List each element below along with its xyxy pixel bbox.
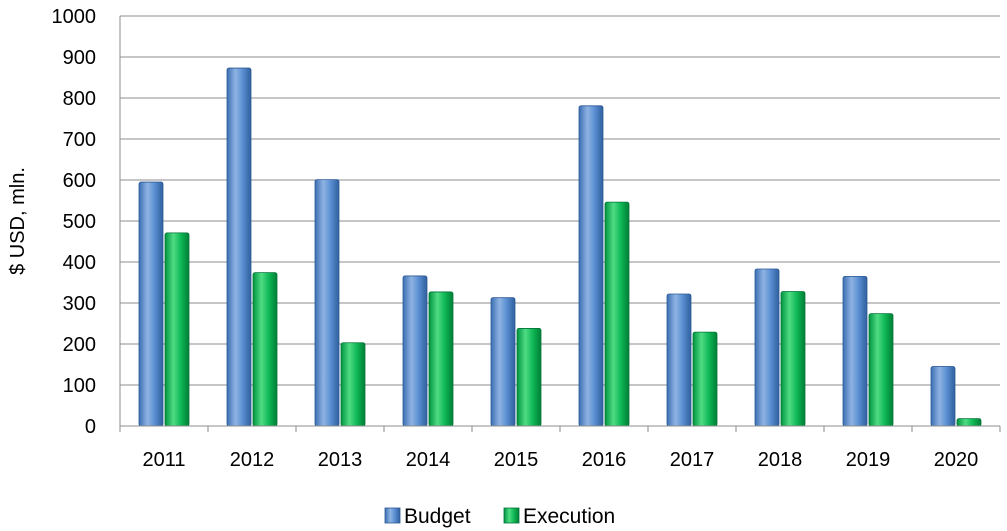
legend: Budget Execution xyxy=(384,505,615,528)
y-tick-label: 700 xyxy=(63,129,96,151)
x-tick-label: 2011 xyxy=(142,449,185,471)
budget-bar xyxy=(490,297,516,427)
x-tick-label: 2019 xyxy=(846,449,891,471)
x-tick-label: 2012 xyxy=(230,449,275,471)
budget-bar xyxy=(402,275,428,427)
budget-bar xyxy=(578,105,604,427)
y-tick-label: 400 xyxy=(63,252,96,274)
budget-bar xyxy=(226,67,252,427)
budget-bar xyxy=(138,181,164,427)
budget-bar xyxy=(314,179,340,427)
y-axis-title: $ USD, mln. xyxy=(7,167,29,275)
y-tick-label: 1000 xyxy=(52,6,97,28)
x-tick-label: 2017 xyxy=(670,449,715,471)
y-tick-label: 200 xyxy=(63,334,96,356)
gridlines xyxy=(120,15,1000,427)
x-tick-label: 2013 xyxy=(318,449,363,471)
bars xyxy=(138,67,982,427)
x-tick-label: 2020 xyxy=(934,449,979,471)
execution-bar xyxy=(956,418,982,427)
x-tick-label: 2016 xyxy=(582,449,627,471)
budget-bar xyxy=(842,275,868,427)
execution-bar xyxy=(868,313,894,427)
legend-swatch-budget xyxy=(384,507,401,524)
execution-bar xyxy=(252,272,278,427)
x-tick-label: 2018 xyxy=(758,449,803,471)
y-tick-label: 0 xyxy=(85,416,96,438)
y-tick-label: 300 xyxy=(63,293,96,315)
budget-bar xyxy=(666,293,692,427)
y-tick-label: 500 xyxy=(63,211,96,233)
execution-bar xyxy=(692,331,718,427)
y-tick-label: 800 xyxy=(63,88,96,110)
legend-label-execution: Execution xyxy=(523,505,615,528)
legend-swatch-execution xyxy=(503,507,520,524)
budget-bar xyxy=(930,366,956,427)
x-tick-label: 2014 xyxy=(406,449,451,471)
execution-bar xyxy=(516,328,542,427)
legend-label-budget: Budget xyxy=(404,505,471,528)
y-tick-label: 100 xyxy=(63,375,96,397)
execution-bar xyxy=(340,342,366,427)
budget-bar xyxy=(754,268,780,427)
y-tick-label: 600 xyxy=(63,170,96,192)
execution-bar xyxy=(428,291,454,427)
y-axis-tick-labels: 0 100 200 300 400 500 600 700 800 900 1000 xyxy=(52,6,97,438)
execution-bar xyxy=(780,291,806,427)
x-axis-tick-labels: 2011 2012 2013 2014 2015 2016 2017 2018 2019 2020 xyxy=(142,449,978,471)
axes xyxy=(119,16,1001,432)
execution-bar xyxy=(164,232,190,427)
x-tick-label: 2015 xyxy=(494,449,539,471)
y-tick-label: 900 xyxy=(63,47,96,69)
execution-bar xyxy=(604,201,630,427)
